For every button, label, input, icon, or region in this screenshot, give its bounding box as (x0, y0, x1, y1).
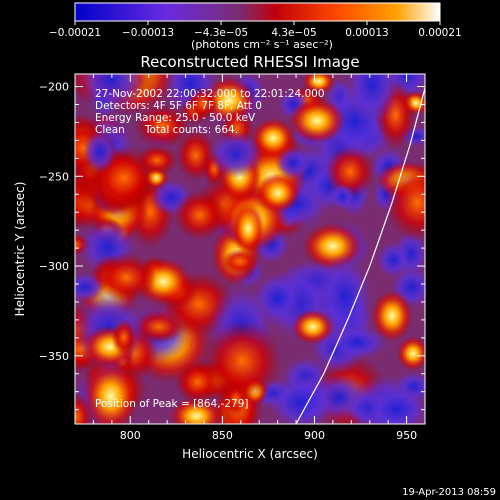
heatmap-blob (344, 74, 401, 123)
annotation-peak-position: Position of Peak = [864,-279] (95, 398, 249, 410)
colorbar-ticks (74, 21, 441, 25)
heatmap-blob (371, 289, 413, 342)
heatmap-blob (396, 336, 425, 371)
heatmap-blob (275, 146, 311, 180)
colorbar-tick-label: −0.00013 (122, 27, 174, 39)
heatmap-blob (82, 129, 118, 174)
heatmap-blob (302, 74, 336, 94)
heatmap-blob (187, 86, 218, 121)
x-axis-label: Heliocentric X (arcsec) (182, 447, 318, 461)
y-axis-ticks (75, 86, 425, 411)
y-axis-label: Heliocentric Y (arcsec) (13, 182, 27, 317)
colorbar-tick-label: 0.00013 (345, 27, 388, 39)
colorbar-tick-label: 0.00021 (418, 27, 461, 39)
peak-region (232, 202, 265, 255)
colorbar-tick-label: −4.3e−05 (194, 27, 248, 39)
y-tick-label: −200 (39, 81, 69, 94)
colorbar (74, 2, 441, 22)
heatmap-blob (136, 145, 178, 176)
footer-timestamp: 19-Apr-2013 08:59 (402, 487, 496, 498)
heatmap-blob (135, 104, 190, 149)
y-tick-label: −300 (39, 260, 69, 273)
x-tick-label: 950 (396, 429, 417, 442)
colorbar-tick-label: −0.00021 (49, 27, 101, 39)
x-axis-tick-labels: 800 850 900 950 (120, 429, 417, 442)
heatmap-blob (95, 252, 158, 302)
heatmap-blob (77, 74, 146, 113)
heatmap-blob (221, 248, 259, 275)
heatmap-blob (173, 190, 226, 241)
colorbar-tick-label: 4.3e−05 (271, 27, 316, 39)
heatmap-blob (82, 360, 140, 424)
heatmap-blob (255, 172, 301, 214)
heatmap-blob (316, 254, 373, 338)
x-tick-label: 800 (120, 429, 141, 442)
x-tick-label: 900 (304, 429, 325, 442)
heatmap-blob (329, 183, 355, 211)
y-tick-label: −250 (39, 170, 69, 183)
heatmap-blob (174, 360, 221, 405)
chart-title: Reconstructed RHESSI Image (140, 53, 359, 71)
heatmap-blob (207, 130, 264, 179)
y-axis-tick-labels: −200 −250 −300 −350 (39, 81, 69, 363)
x-tick-label: 850 (212, 429, 233, 442)
annotation-detectors: Detectors: 4F 5F 6F 7F 8F, Att 0 (95, 100, 262, 112)
heatmap-blob (363, 385, 425, 424)
heatmap-blob (169, 396, 224, 424)
y-tick-label: −350 (39, 350, 69, 363)
colorbar-unit-label: (photons cm⁻² s⁻¹ asec⁻²) (191, 38, 333, 51)
heatmap-blob (375, 241, 411, 279)
heatmap-blob (225, 382, 247, 416)
heatmap-blob (111, 319, 137, 355)
annotation-block: 27-Nov-2002 22:00:32.000 to 22:01:24.000… (95, 88, 325, 136)
x-axis-ticks (92, 74, 408, 424)
heatmap-blob (202, 320, 282, 402)
heatmap-image (75, 74, 425, 424)
annotation-clean-counts: Clean Total counts: 664. (95, 124, 238, 136)
annotation-energy-range: Energy Range: 25.0 - 50.0 keV (95, 112, 256, 124)
colorbar-tick-labels: −0.00021 −0.00013 −4.3e−05 4.3e−05 0.00013 0.… (49, 27, 462, 39)
plot-frame (74, 73, 426, 425)
heatmap-blob (288, 97, 346, 144)
solar-limb-curve (295, 85, 425, 424)
heatmap-blob (384, 163, 425, 242)
annotation-time-range: 27-Nov-2002 22:00:32.000 to 22:01:24.000 (95, 88, 325, 100)
